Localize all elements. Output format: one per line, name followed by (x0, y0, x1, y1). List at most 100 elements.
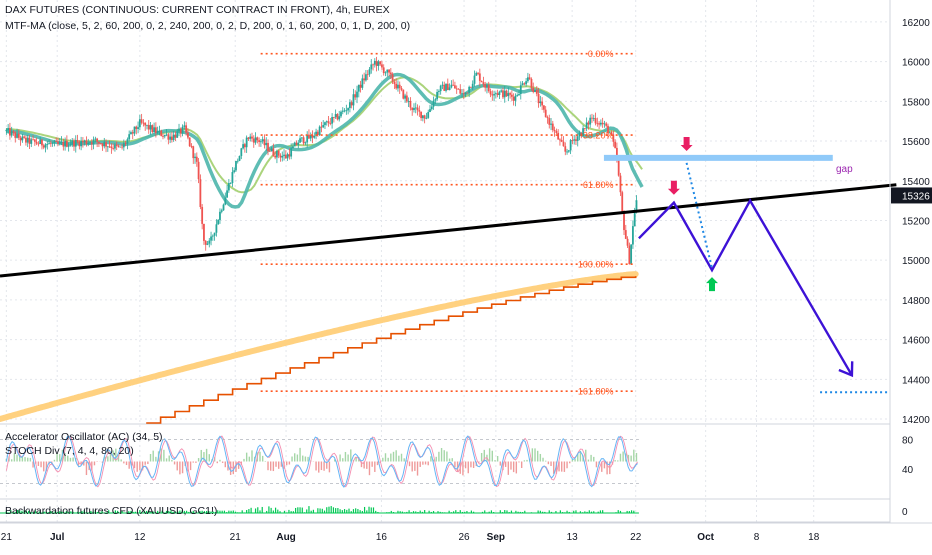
ac-histogram-bar (513, 462, 514, 473)
candle-body (80, 141, 82, 146)
candle-body (386, 70, 388, 73)
candle-body (447, 84, 449, 90)
backwardation-bar (368, 507, 369, 513)
indicator-legend: MTF-MA (close, 5, 2, 60, 200, 0, 2, 240,… (5, 20, 410, 32)
candle-body (548, 118, 550, 125)
ac-histogram-bar (550, 462, 551, 467)
time-tick-label: Sep (487, 532, 505, 543)
dotted-projection (687, 163, 712, 268)
candle-body (107, 146, 109, 147)
backwardation-bar (299, 507, 300, 513)
fib-level-label: 38.20% (583, 131, 614, 141)
candle-body (192, 146, 194, 158)
candle-body (121, 147, 123, 148)
down-arrow-icon (668, 181, 680, 195)
candle-body (105, 142, 107, 146)
price-tick-label: 15600 (902, 137, 930, 148)
candle-body (253, 139, 255, 143)
candle-body (82, 141, 84, 142)
candle-body (75, 140, 77, 147)
backwardation-tick-label: 0 (902, 507, 908, 518)
ac-histogram-bar (403, 458, 404, 461)
candle-body (393, 82, 395, 84)
candle-body (634, 212, 636, 226)
candle-body (499, 92, 501, 95)
candle-body (78, 142, 80, 147)
ac-histogram-bar (11, 459, 12, 461)
ac-histogram-bar (217, 462, 218, 464)
ac-histogram-bar (294, 453, 295, 461)
candle-body (71, 140, 73, 144)
ac-histogram-bar (409, 462, 410, 467)
candle-body (463, 93, 465, 94)
price-tick-label: 16200 (902, 18, 930, 29)
candle-body (345, 110, 347, 111)
candle-body (392, 74, 394, 81)
candle-body (61, 142, 63, 143)
time-tick-label: 12 (134, 532, 146, 543)
candle-body (493, 94, 495, 95)
candle-body (630, 245, 632, 265)
backwardation-bar (268, 506, 269, 513)
candle-body (183, 125, 185, 126)
ac-histogram-bar (147, 462, 148, 465)
candle-body (16, 134, 18, 138)
candle-body (281, 156, 283, 158)
ac-histogram-bar (273, 462, 274, 472)
candle-body (96, 139, 98, 142)
ac-histogram-bar (636, 453, 637, 462)
candle-body (456, 88, 458, 89)
candle-body (354, 94, 356, 97)
candle-body (335, 114, 337, 117)
candle-body (52, 143, 54, 144)
ac-histogram-bar (120, 459, 121, 461)
candle-body (150, 125, 152, 129)
candle-body (340, 112, 342, 117)
candle-body (132, 132, 134, 133)
candle-body (11, 131, 13, 135)
ac-histogram-bar (321, 462, 322, 471)
candle-body (571, 140, 573, 141)
price-tick-label: 15800 (902, 97, 930, 108)
candle-body (255, 137, 257, 142)
candle-body (59, 142, 61, 144)
backwardation-bar (308, 506, 309, 513)
ac-histogram-bar (430, 456, 431, 461)
candle-body (374, 61, 376, 65)
candle-body (62, 142, 64, 147)
ac-histogram-bar (198, 458, 199, 461)
candle-body (166, 134, 168, 135)
candle-body (511, 95, 513, 97)
candle-body (37, 144, 39, 145)
candle-body (602, 123, 604, 124)
candle-body (89, 142, 91, 143)
ac-histogram-bar (139, 462, 140, 471)
backwardation-bar (322, 509, 323, 513)
candle-body (390, 73, 392, 75)
ac-histogram-bar (174, 462, 175, 465)
candle-body (207, 244, 209, 245)
ac-histogram-bar (182, 462, 183, 474)
candle-body (55, 141, 57, 142)
candle-body (433, 101, 435, 107)
candle-body (411, 108, 413, 110)
candle-body (276, 151, 278, 158)
candle-body (401, 88, 403, 90)
ac-histogram-bar (596, 462, 597, 468)
candle-body (534, 90, 536, 92)
ac-histogram-bar (564, 462, 565, 472)
candle-body (415, 108, 417, 109)
backwardation-bar (277, 510, 278, 513)
candle-body (358, 85, 360, 92)
ac-histogram-bar (43, 462, 44, 472)
candle-body (365, 74, 367, 80)
candle-body (114, 145, 116, 149)
backwardation-bar (317, 508, 318, 513)
candle-body (591, 118, 593, 119)
candle-body (410, 101, 412, 108)
ac-histogram-bar (540, 454, 541, 462)
candle-body (577, 136, 579, 141)
ac-histogram-bar (259, 452, 260, 462)
candle-body (212, 236, 214, 237)
candle-body (532, 88, 534, 92)
